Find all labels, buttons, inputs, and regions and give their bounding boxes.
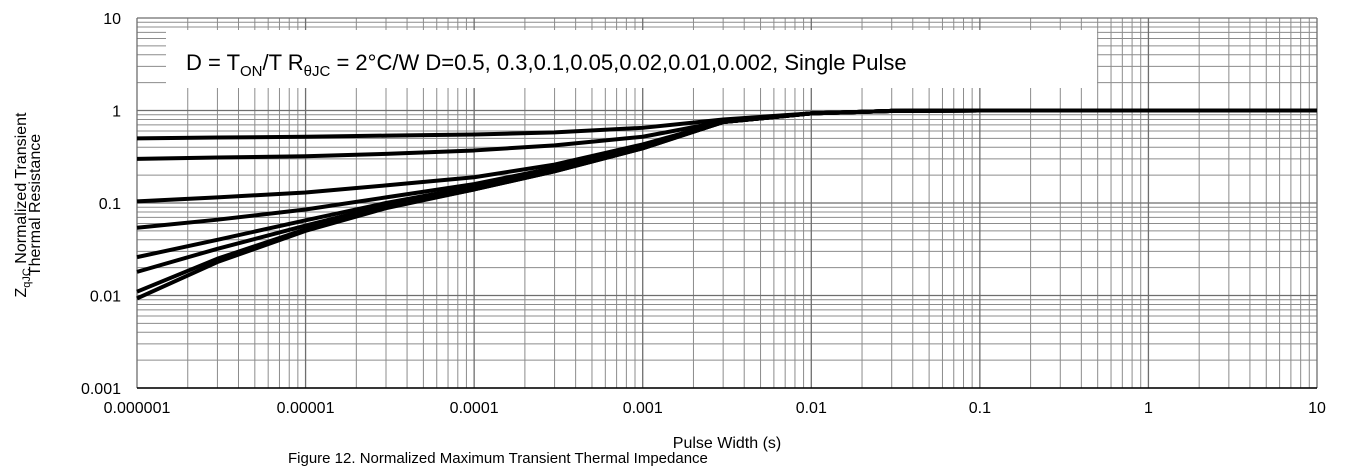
- y-label-part: Z: [13, 287, 30, 297]
- y-label-part: Thermal Resistance: [27, 134, 44, 276]
- x-tick-label: 0.01: [796, 400, 827, 417]
- y-label-part: Normalized Transient: [13, 112, 30, 268]
- annotation: D = TON/T RθJC = 2°C/W D=0.5, 0.3,0.1,0.…: [186, 50, 907, 80]
- annotation-part: θJC: [304, 63, 331, 80]
- x-tick-label: 0.0001: [450, 400, 499, 417]
- annotation-part: /T R: [263, 50, 304, 75]
- y-axis-label: ZqJC Normalized Transient Thermal Resist…: [13, 112, 44, 298]
- annotation-part: = 2°C/W D=0.5, 0.3,0.1,0.05,0.02,0.01,0.…: [330, 50, 906, 75]
- y-tick-label: 0.1: [99, 196, 121, 213]
- y-tick-label: 0.001: [81, 381, 121, 398]
- y-tick-label: 10: [103, 11, 121, 28]
- y-tick-label: 0.01: [90, 289, 121, 306]
- y-label-line: Thermal Resistance: [27, 134, 44, 276]
- lines: [136, 108, 1317, 301]
- series-line: [136, 108, 1317, 301]
- x-tick-label: 0.00001: [277, 400, 335, 417]
- caption: Figure 12. Normalized Maximum Transient …: [288, 450, 708, 466]
- x-tick-label: 0.001: [623, 400, 663, 417]
- y-tick-label: 1: [112, 104, 121, 121]
- y-label-line: ZqJC Normalized Transient: [13, 112, 33, 298]
- x-tick-label: 0.000001: [104, 400, 171, 417]
- x-tick-label: 0.1: [969, 400, 991, 417]
- annotation-part: D = T: [186, 50, 240, 75]
- x-tick-label: 1: [1144, 400, 1153, 417]
- x-tick-label: 10: [1308, 400, 1326, 417]
- series-line: [136, 108, 1317, 230]
- x-axis-label: Pulse Width (s): [673, 435, 781, 452]
- series-line: [136, 108, 1317, 260]
- annotation-box: [166, 30, 1097, 88]
- annotation-part: ON: [240, 63, 263, 80]
- y-label-part: qJC: [21, 268, 33, 288]
